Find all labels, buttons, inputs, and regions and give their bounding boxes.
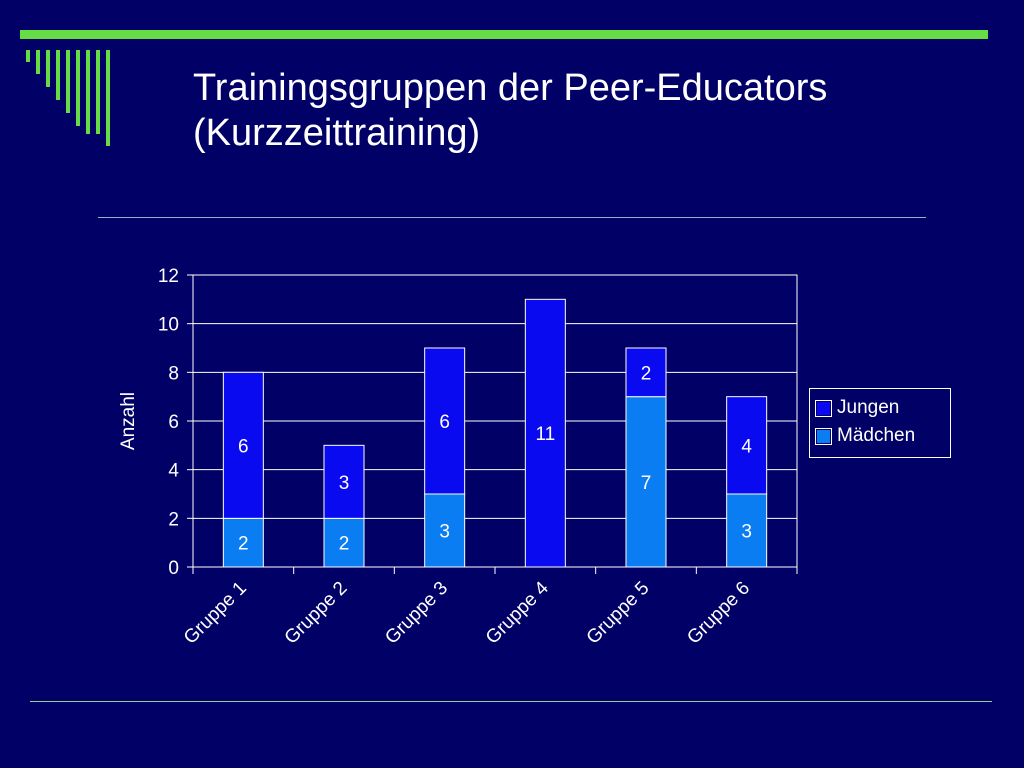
data-label-jungen-1: 6 bbox=[238, 436, 249, 457]
data-label-jungen-5: 2 bbox=[641, 363, 652, 384]
slide-title-line2: (Kurzzeittraining) bbox=[193, 112, 481, 154]
chart-legend: Jungen Mädchen bbox=[809, 388, 951, 458]
bar-jungen-4 bbox=[524, 298, 566, 568]
data-label-jungen-2: 3 bbox=[339, 473, 350, 494]
bar-jungen-3 bbox=[424, 347, 466, 495]
bar-maedchen-3 bbox=[424, 493, 466, 568]
bar-maedchen-2 bbox=[323, 517, 365, 568]
data-label-jungen-6: 4 bbox=[741, 436, 752, 457]
title-divider bbox=[98, 217, 926, 218]
data-label-maedchen-3: 3 bbox=[439, 522, 450, 543]
bar-jungen-6 bbox=[726, 396, 768, 495]
bar-jungen-1 bbox=[222, 371, 264, 519]
x-tick-label-5: Gruppe 5 bbox=[583, 578, 654, 649]
y-tick-label-0: 0 bbox=[168, 558, 179, 579]
bar-maedchen-1 bbox=[222, 517, 264, 568]
bar-maedchen-6 bbox=[726, 493, 768, 568]
x-tick-label-1: Gruppe 1 bbox=[180, 578, 251, 649]
data-label-jungen-3: 6 bbox=[439, 412, 450, 433]
slide-title-line1: Trainingsgruppen der Peer-Educators bbox=[193, 67, 828, 109]
legend-item-maedchen: Mädchen bbox=[815, 422, 950, 450]
x-tick-label-2: Gruppe 2 bbox=[281, 578, 352, 649]
data-label-maedchen-5: 7 bbox=[641, 473, 652, 494]
y-tick-label-8: 8 bbox=[168, 363, 179, 384]
x-tick-label-6: Gruppe 6 bbox=[683, 578, 754, 649]
y-tick-label-6: 6 bbox=[168, 412, 179, 433]
bottom-divider bbox=[30, 701, 992, 702]
data-label-jungen-4: 11 bbox=[535, 424, 555, 445]
data-label-maedchen-2: 2 bbox=[339, 534, 350, 555]
bar-jungen-2 bbox=[323, 444, 365, 519]
legend-label-maedchen: Mädchen bbox=[837, 425, 916, 446]
y-axis-label: Anzahl bbox=[118, 392, 139, 450]
top-accent-rule bbox=[20, 30, 988, 39]
legend-swatch-maedchen bbox=[815, 427, 832, 445]
y-tick-label-12: 12 bbox=[158, 266, 179, 287]
legend-label-jungen: Jungen bbox=[837, 397, 900, 418]
y-tick-label-2: 2 bbox=[168, 509, 179, 530]
y-tick-label-4: 4 bbox=[168, 461, 179, 482]
legend-swatch-jungen bbox=[815, 399, 832, 417]
x-tick-label-3: Gruppe 3 bbox=[381, 578, 452, 649]
data-label-maedchen-1: 2 bbox=[238, 534, 249, 555]
legend-item-jungen: Jungen bbox=[815, 394, 950, 422]
bar-jungen-5 bbox=[625, 347, 667, 398]
data-label-maedchen-6: 3 bbox=[741, 522, 752, 543]
slide-title: Trainingsgruppen der Peer-Educators (Kur… bbox=[193, 66, 827, 156]
bar-maedchen-5 bbox=[625, 396, 667, 568]
x-tick-label-4: Gruppe 4 bbox=[482, 577, 553, 648]
y-tick-label-10: 10 bbox=[158, 315, 179, 336]
